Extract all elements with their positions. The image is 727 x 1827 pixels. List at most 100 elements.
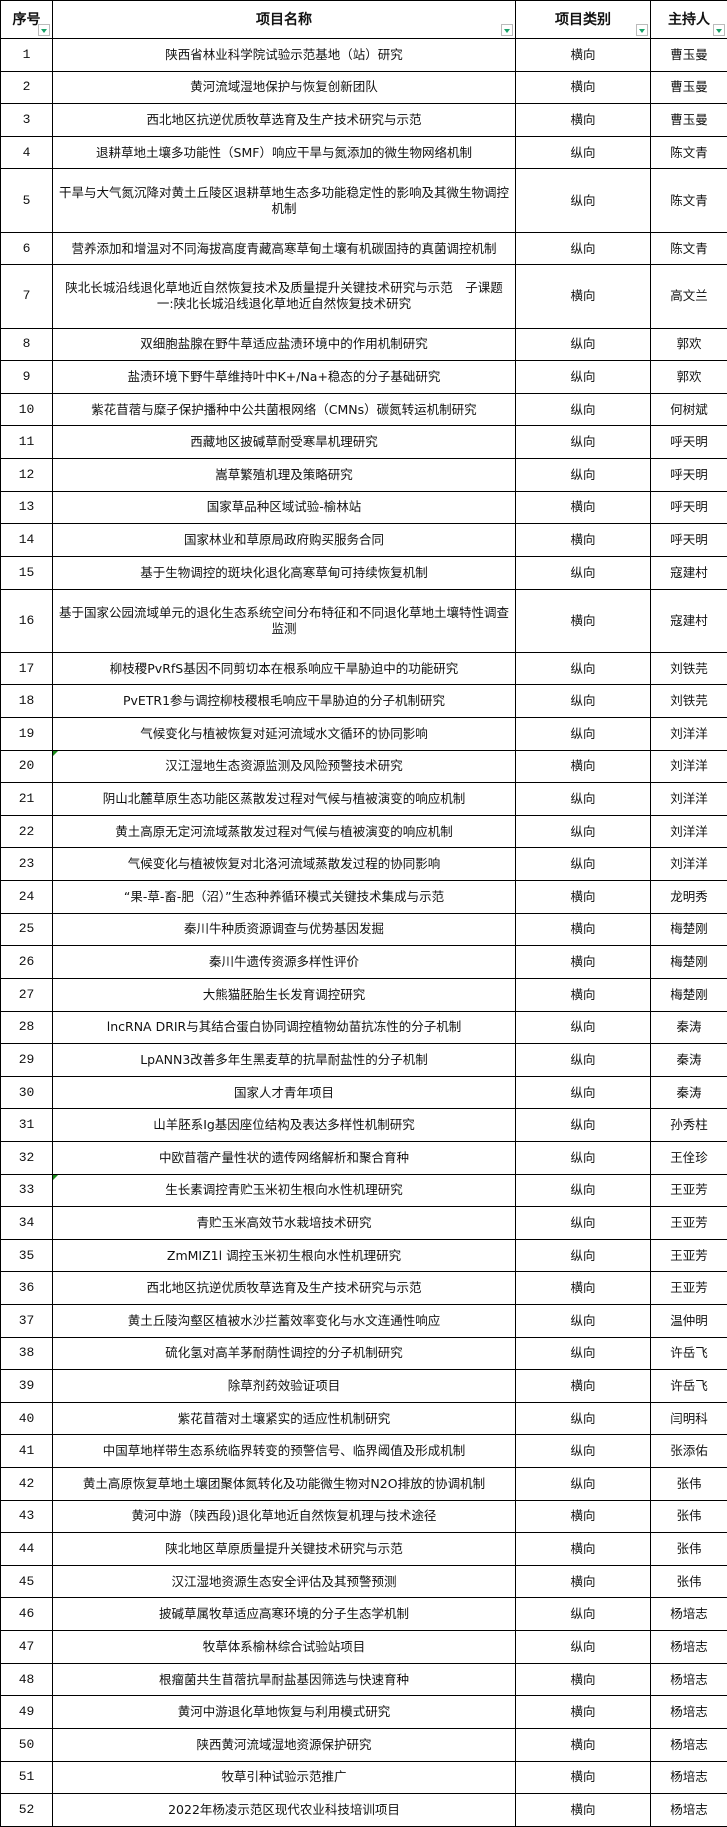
project-name-cell[interactable]: 陕北长城沿线退化草地近自然恢复技术及质量提升关键技术研究与示范 子课题一:陕北长… xyxy=(52,264,516,329)
row-index-cell[interactable]: 31 xyxy=(0,1108,53,1142)
leader-cell[interactable]: 王亚芳 xyxy=(650,1173,727,1208)
row-index-cell[interactable]: 22 xyxy=(0,814,53,849)
row-index-cell[interactable]: 19 xyxy=(0,717,53,751)
row-index-cell[interactable]: 26 xyxy=(0,945,53,979)
row-index-cell[interactable]: 2 xyxy=(0,70,53,105)
category-cell[interactable]: 横向 xyxy=(515,523,651,557)
category-cell[interactable]: 纵向 xyxy=(515,1140,651,1175)
table-row[interactable]: 51 牧草引种试验示范推广 横向 杨培志 xyxy=(0,1760,727,1795)
leader-cell[interactable]: 刘洋洋 xyxy=(650,782,727,816)
project-name-cell[interactable]: 盐渍环境下野牛草维持叶中K+/Na+稳态的分子基础研究 xyxy=(52,360,516,394)
row-index-cell[interactable]: 40 xyxy=(0,1401,53,1436)
category-cell[interactable]: 纵向 xyxy=(515,847,651,882)
leader-cell[interactable]: 呼天明 xyxy=(650,490,727,525)
row-index-cell[interactable]: 8 xyxy=(0,327,53,362)
project-name-cell[interactable]: 西北地区抗逆优质牧草选育及生产技术研究与示范 xyxy=(52,1271,516,1305)
table-row[interactable]: 44 陕北地区草原质量提升关键技术研究与示范 横向 张伟 xyxy=(0,1532,727,1566)
project-name-cell[interactable]: 牧草体系榆林综合试验站项目 xyxy=(52,1630,516,1664)
category-cell[interactable]: 纵向 xyxy=(515,231,651,266)
table-row[interactable]: 46 披碱草属牧草适应高寒环境的分子生态学机制 纵向 杨培志 xyxy=(0,1597,727,1632)
leader-cell[interactable]: 梅楚刚 xyxy=(650,912,727,947)
row-index-cell[interactable]: 21 xyxy=(0,782,53,816)
category-cell[interactable]: 纵向 xyxy=(515,684,651,719)
leader-cell[interactable]: 王佺珍 xyxy=(650,1140,727,1175)
leader-cell[interactable]: 张伟 xyxy=(650,1564,727,1599)
table-row[interactable]: 14 国家林业和草原局政府购买服务合同 横向 呼天明 xyxy=(0,523,727,557)
table-row[interactable]: 24 “果-草-畜-肥（沼）”生态种养循环模式关键技术集成与示范 横向 龙明秀 xyxy=(0,880,727,914)
category-cell[interactable]: 纵向 xyxy=(515,1108,651,1142)
table-row[interactable]: 18 PvETR1参与调控柳枝稷根毛响应干旱胁迫的分子机制研究 纵向 刘铁芫 xyxy=(0,684,727,719)
project-name-cell[interactable]: 国家人才青年项目 xyxy=(52,1075,516,1110)
row-index-cell[interactable]: 50 xyxy=(0,1727,53,1762)
project-name-cell[interactable]: 黄河中游（陕西段)退化草地近自然恢复机理与技术途径 xyxy=(52,1499,516,1534)
category-cell[interactable]: 纵向 xyxy=(515,1401,651,1436)
leader-cell[interactable]: 许岳飞 xyxy=(650,1369,727,1403)
project-name-cell[interactable]: 生长素调控青贮玉米初生根向水性机理研究 xyxy=(52,1173,516,1208)
leader-cell[interactable]: 杨培志 xyxy=(650,1597,727,1632)
table-row[interactable]: 3 西北地区抗逆优质牧草选育及生产技术研究与示范 横向 曹玉曼 xyxy=(0,103,727,137)
category-cell[interactable]: 纵向 xyxy=(515,717,651,751)
leader-cell[interactable]: 曹玉曼 xyxy=(650,103,727,137)
project-name-cell[interactable]: 除草剂药效验证项目 xyxy=(52,1369,516,1403)
row-index-cell[interactable]: 52 xyxy=(0,1793,53,1827)
leader-cell[interactable]: 龙明秀 xyxy=(650,880,727,914)
table-row[interactable]: 38 硫化氢对高羊茅耐荫性调控的分子机制研究 纵向 许岳飞 xyxy=(0,1336,727,1371)
leader-cell[interactable]: 刘洋洋 xyxy=(650,847,727,882)
category-cell[interactable]: 纵向 xyxy=(515,1630,651,1664)
leader-cell[interactable]: 王亚芳 xyxy=(650,1271,727,1305)
leader-cell[interactable]: 郭欢 xyxy=(650,360,727,394)
leader-cell[interactable]: 呼天明 xyxy=(650,458,727,492)
project-name-cell[interactable]: 营养添加和增温对不同海拔高度青藏高寒草甸土壤有机碳固持的真菌调控机制 xyxy=(52,231,516,266)
row-index-cell[interactable]: 18 xyxy=(0,684,53,719)
category-cell[interactable]: 横向 xyxy=(515,490,651,525)
table-row[interactable]: 40 紫花苜蓿对土壤紧实的适应性机制研究 纵向 闫明科 xyxy=(0,1401,727,1436)
filter-dropdown-icon[interactable] xyxy=(636,24,648,36)
leader-cell[interactable]: 梅楚刚 xyxy=(650,945,727,979)
leader-cell[interactable]: 张添佑 xyxy=(650,1434,727,1469)
project-name-cell[interactable]: 根瘤菌共生苜蓿抗旱耐盐基因筛选与快速育种 xyxy=(52,1662,516,1697)
row-index-cell[interactable]: 49 xyxy=(0,1695,53,1729)
leader-cell[interactable]: 曹玉曼 xyxy=(650,38,727,72)
row-index-cell[interactable]: 14 xyxy=(0,523,53,557)
table-row[interactable]: 27 大熊猫胚胎生长发育调控研究 横向 梅楚刚 xyxy=(0,977,727,1012)
project-name-cell[interactable]: 牧草引种试验示范推广 xyxy=(52,1760,516,1795)
leader-cell[interactable]: 陈文青 xyxy=(650,135,727,170)
table-row[interactable]: 48 根瘤菌共生苜蓿抗旱耐盐基因筛选与快速育种 横向 杨培志 xyxy=(0,1662,727,1697)
row-index-cell[interactable]: 35 xyxy=(0,1238,53,1273)
project-name-cell[interactable]: 嵩草繁殖机理及策略研究 xyxy=(52,458,516,492)
project-name-cell[interactable]: 汉江湿地资源生态安全评估及其预警预测 xyxy=(52,1564,516,1599)
project-name-cell[interactable]: 黄河流域湿地保护与恢复创新团队 xyxy=(52,70,516,105)
project-name-cell[interactable]: 黄土高原恢复草地土壤团聚体氮转化及功能微生物对N2O排放的协调机制 xyxy=(52,1467,516,1501)
project-name-cell[interactable]: 气候变化与植被恢复对延河流域水文循环的协同影响 xyxy=(52,717,516,751)
row-index-cell[interactable]: 29 xyxy=(0,1043,53,1077)
row-index-cell[interactable]: 30 xyxy=(0,1075,53,1110)
row-index-cell[interactable]: 23 xyxy=(0,847,53,882)
table-row[interactable]: 13 国家草品种区域试验-榆林站 横向 呼天明 xyxy=(0,490,727,525)
leader-cell[interactable]: 杨培志 xyxy=(650,1793,727,1827)
project-name-cell[interactable]: 中欧苜蓿产量性状的遗传网络解析和聚合育种 xyxy=(52,1140,516,1175)
leader-cell[interactable]: 杨培志 xyxy=(650,1662,727,1697)
filter-dropdown-icon[interactable] xyxy=(713,24,725,36)
table-row[interactable]: 19 气候变化与植被恢复对延河流域水文循环的协同影响 纵向 刘洋洋 xyxy=(0,717,727,751)
leader-cell[interactable]: 孙秀柱 xyxy=(650,1108,727,1142)
project-name-cell[interactable]: 秦川牛遗传资源多样性评价 xyxy=(52,945,516,979)
table-row[interactable]: 5 干旱与大气氮沉降对黄土丘陵区退耕草地生态多功能稳定性的影响及其微生物调控机制纵… xyxy=(0,168,727,233)
row-index-cell[interactable]: 11 xyxy=(0,425,53,460)
category-cell[interactable]: 纵向 xyxy=(515,392,651,427)
project-name-cell[interactable]: 西北地区抗逆优质牧草选育及生产技术研究与示范 xyxy=(52,103,516,137)
project-name-cell[interactable]: 中国草地样带生态系统临界转变的预警信号、临界阈值及形成机制 xyxy=(52,1434,516,1469)
category-cell[interactable]: 横向 xyxy=(515,264,651,329)
row-index-cell[interactable]: 43 xyxy=(0,1499,53,1534)
table-row[interactable]: 1 陕西省林业科学院试验示范基地（站）研究 横向 曹玉曼 xyxy=(0,38,727,72)
project-name-cell[interactable]: 干旱与大气氮沉降对黄土丘陵区退耕草地生态多功能稳定性的影响及其微生物调控机制 xyxy=(52,168,516,233)
row-index-cell[interactable]: 32 xyxy=(0,1140,53,1175)
category-cell[interactable]: 横向 xyxy=(515,1369,651,1403)
row-index-cell[interactable]: 10 xyxy=(0,392,53,427)
row-index-cell[interactable]: 17 xyxy=(0,651,53,686)
category-cell[interactable]: 纵向 xyxy=(515,1173,651,1208)
category-cell[interactable]: 纵向 xyxy=(515,1043,651,1077)
row-index-cell[interactable]: 41 xyxy=(0,1434,53,1469)
project-name-cell[interactable]: ZmMIZ1l 调控玉米初生根向水性机理研究 xyxy=(52,1238,516,1273)
leader-cell[interactable]: 刘洋洋 xyxy=(650,717,727,751)
category-cell[interactable]: 纵向 xyxy=(515,360,651,394)
